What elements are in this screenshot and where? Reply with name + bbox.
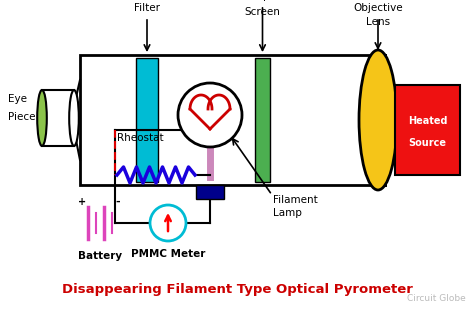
Text: Eye: Eye [8, 94, 27, 104]
Bar [136, 58, 158, 182]
Bar [395, 85, 460, 175]
Text: Objective: Objective [353, 3, 403, 13]
Bar [196, 185, 224, 199]
Ellipse shape [359, 50, 397, 190]
Text: Circuit Globe: Circuit Globe [407, 294, 466, 303]
Text: Disappearing Filament Type Optical Pyrometer: Disappearing Filament Type Optical Pyrom… [62, 282, 412, 295]
Text: Rheostat: Rheostat [117, 133, 164, 143]
Text: Heated: Heated [408, 116, 447, 126]
Text: Piece: Piece [8, 112, 36, 122]
Text: -: - [116, 197, 120, 207]
Text: Lens: Lens [366, 17, 390, 27]
Text: Battery: Battery [78, 251, 122, 261]
Ellipse shape [37, 90, 47, 146]
Text: Lamp: Lamp [273, 208, 302, 218]
Bar [42, 90, 74, 146]
Text: PMMC Meter: PMMC Meter [131, 249, 205, 259]
Text: Screen: Screen [245, 7, 281, 17]
Circle shape [150, 205, 186, 241]
Circle shape [178, 83, 242, 147]
Bar [80, 55, 385, 185]
Bar [255, 58, 270, 182]
Text: Filament: Filament [273, 195, 318, 205]
Text: Absorption: Absorption [234, 0, 291, 1]
Text: Source: Source [409, 138, 447, 148]
Text: +: + [78, 197, 86, 207]
Text: Filter: Filter [134, 3, 160, 13]
Ellipse shape [69, 90, 79, 146]
